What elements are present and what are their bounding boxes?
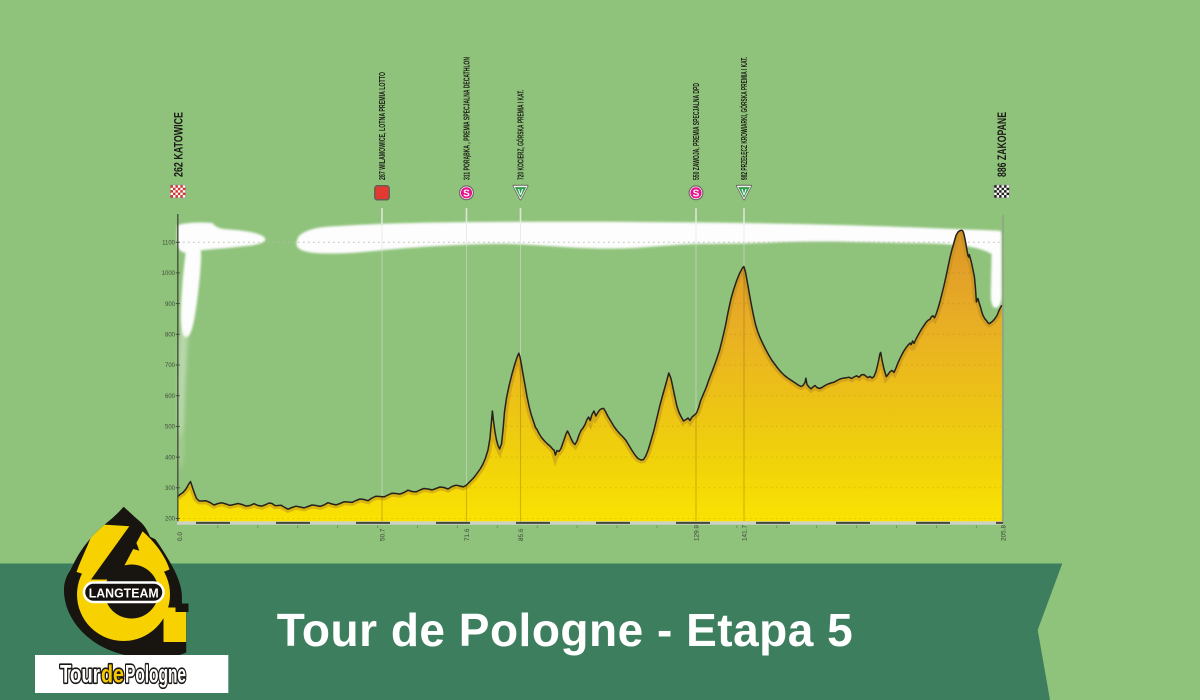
svg-text:71.6: 71.6 [464,528,471,541]
svg-text:V: V [741,188,747,197]
svg-text:550 ZAWOJA, PREMIA SPECJALNA D: 550 ZAWOJA, PREMIA SPECJALNA DPD [692,83,701,180]
svg-text:200: 200 [165,517,176,523]
svg-text:0.0: 0.0 [177,532,184,541]
svg-text:720 KOCIERZ, GÓRSKA PREMIA I K: 720 KOCIERZ, GÓRSKA PREMIA I KAT. [514,90,525,180]
svg-text:LANGTEAM: LANGTEAM [89,585,159,600]
svg-text:Pologne: Pologne [125,661,186,689]
svg-text:500: 500 [165,425,176,431]
svg-text:262 KATOWICE: 262 KATOWICE [172,112,186,177]
svg-text:129.0: 129.0 [694,525,701,541]
svg-text:900: 900 [165,302,176,308]
svg-text:Tour de Pologne - Etapa 5: Tour de Pologne - Etapa 5 [277,604,853,656]
svg-text:85.6: 85.6 [518,528,525,541]
svg-text:50.7: 50.7 [380,528,387,541]
svg-text:982 PRZEŁĘCZ KROWIARKI, GÓRSKA: 982 PRZEŁĘCZ KROWIARKI, GÓRSKA PREMIA I … [738,57,749,180]
svg-text:V: V [518,188,524,197]
svg-text:S: S [463,188,470,199]
svg-text:886 ZAKOPANE: 886 ZAKOPANE [995,112,1009,177]
svg-text:287 WILAMOWICE, LOTNA PREMIA L: 287 WILAMOWICE, LOTNA PREMIA LOTTO [378,72,387,180]
svg-text:400: 400 [165,455,176,461]
svg-text:311 PORĄBKA , PREMIA SPECJALNA: 311 PORĄBKA , PREMIA SPECJALNA DECATHLON [462,57,471,180]
svg-text:141.7: 141.7 [742,525,749,541]
svg-text:800: 800 [165,333,176,339]
svg-text:205.8: 205.8 [1001,525,1008,541]
svg-text:1000: 1000 [162,271,176,277]
svg-text:de: de [101,661,124,689]
svg-text:Tour: Tour [60,661,100,689]
svg-text:700: 700 [165,363,176,369]
svg-text:S: S [693,188,700,199]
svg-text:600: 600 [165,394,176,400]
svg-text:300: 300 [165,486,176,492]
svg-text:1100: 1100 [162,241,176,247]
